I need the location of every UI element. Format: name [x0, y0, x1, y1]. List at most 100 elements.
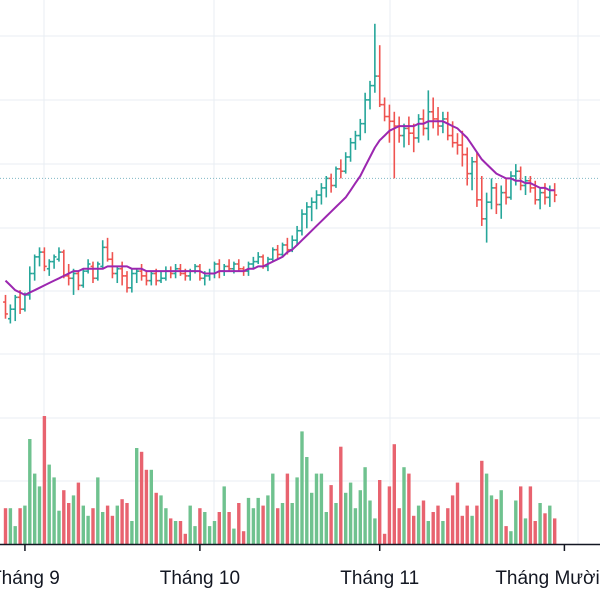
ohlc-bar [333, 166, 339, 188]
volume-bar [237, 503, 241, 544]
volume-bar [139, 451, 144, 544]
volume-bar [276, 508, 280, 544]
grid [0, 0, 600, 544]
volume-bar [421, 500, 426, 544]
volume-bar [416, 505, 421, 544]
ohlc-bar [484, 192, 490, 243]
ohlc-bar [391, 111, 397, 179]
volume-bar [207, 526, 212, 544]
ohlc-bar [430, 97, 436, 129]
volume-bar [290, 503, 294, 544]
volume-bar [86, 515, 90, 544]
volume-bar [528, 486, 533, 544]
ohlc-bar [411, 123, 417, 153]
ohlc-bar [207, 268, 213, 281]
x-tick-label: Tháng 11 [340, 568, 419, 589]
volume-bar [251, 508, 256, 544]
ohlc-bar [537, 187, 543, 210]
volume-bar [212, 521, 217, 544]
volume-bar [465, 505, 469, 544]
volume-bar [241, 531, 246, 544]
ohlc-bar [518, 166, 524, 191]
volume-bar [305, 457, 309, 544]
volume-bar [446, 508, 450, 544]
volume-bar [18, 508, 22, 544]
volume-bar [339, 446, 343, 544]
volume-bar [368, 500, 372, 544]
volume-bar [344, 492, 348, 544]
volume-bar [441, 521, 445, 544]
volume-bar [266, 495, 270, 544]
volume-bar [436, 505, 440, 544]
volume-bar [193, 526, 197, 544]
ohlc-bar [421, 109, 426, 136]
volume-bar [329, 485, 333, 544]
volume-bar [149, 469, 153, 544]
volume-bar [178, 521, 183, 544]
volume-bar [130, 521, 134, 544]
volume-bar [480, 460, 484, 544]
volume-bar [76, 482, 81, 544]
ohlc-bar [464, 147, 470, 186]
volume-bar [91, 508, 95, 544]
volume-bar [125, 503, 129, 544]
volume-bar [509, 531, 513, 544]
ohlc-bar [236, 259, 242, 272]
ohlc-bar [328, 173, 334, 193]
ohlc-bar [226, 259, 232, 272]
volume-bar [173, 521, 178, 544]
volume-bar [499, 490, 503, 544]
volume-bar [431, 512, 435, 544]
ohlc-bar [95, 261, 101, 281]
ohlc-bar [353, 130, 358, 150]
ohlc-bar [212, 261, 217, 279]
volume-bar [543, 513, 547, 544]
ohlc-bar [314, 190, 319, 210]
ohlc-bar [37, 247, 42, 267]
volume-bar [450, 495, 455, 544]
volume-bar [159, 495, 163, 544]
moving-average-line [4, 120, 555, 296]
ohlc-bar [100, 240, 106, 269]
volume-bar [154, 492, 158, 544]
ohlc-bar [445, 111, 451, 141]
ohlc-bar [387, 104, 392, 143]
ohlc-bar [255, 252, 261, 264]
volume-bar [217, 512, 221, 544]
volume-bar [42, 416, 47, 544]
ohlc-bar [27, 266, 33, 300]
ohlc-bar [168, 266, 174, 279]
volume-bar [198, 508, 202, 544]
volume-bar [3, 508, 8, 544]
volume-bar [363, 467, 367, 544]
ohlc-bar [56, 247, 62, 262]
ohlc-bar [148, 271, 154, 286]
volume-bar [227, 512, 231, 544]
ohlc-bar [455, 133, 460, 155]
volume-bar [373, 518, 377, 544]
ohlc-bar [178, 264, 183, 276]
ohlc-bar [489, 178, 494, 210]
ohlc-bar [163, 266, 169, 281]
volume-bar [538, 503, 542, 544]
ohlc-bar [416, 114, 421, 143]
ohlc-bar [216, 259, 222, 279]
ohlc-bar [12, 294, 18, 322]
volume-bar [120, 499, 124, 544]
volume-bar [300, 431, 304, 544]
ohlc-bar [319, 183, 324, 205]
ohlc-bar [110, 252, 115, 279]
x-tick-label: Tháng 10 [160, 568, 240, 589]
ohlc-bar [479, 176, 485, 226]
volume-bar [37, 486, 42, 544]
ohlc-bar [46, 259, 52, 276]
volume-bar [387, 486, 392, 544]
volume-bar [533, 521, 537, 544]
ohlc-bar [250, 256, 256, 269]
ohlc-bar [71, 268, 76, 295]
volume-bar [353, 508, 358, 544]
ohlc-bar [197, 264, 203, 281]
x-tick-label: Tháng 9 [0, 568, 60, 589]
